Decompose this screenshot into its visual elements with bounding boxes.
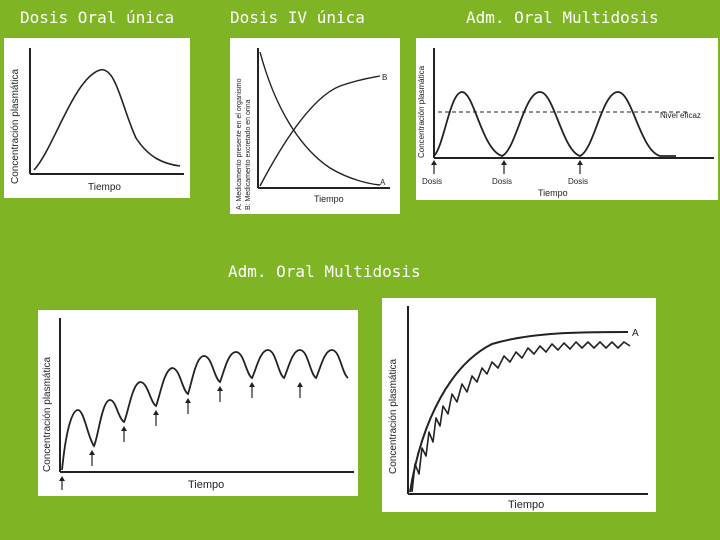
y-axis-label: Concentración plasmática — [417, 65, 426, 158]
dose-arrow-6-head — [217, 386, 223, 391]
title-single-iv-dose: Dosis IV única — [230, 8, 365, 27]
title-oral-multidose-middle: Adm. Oral Multidosis — [228, 262, 421, 281]
dose-arrow-7-head — [249, 382, 255, 387]
dose-label-2: Dosis — [492, 177, 512, 186]
dose-label-3: Dosis — [568, 177, 588, 186]
x-axis-label: Tiempo — [508, 499, 544, 511]
dose-arrow-8-head — [297, 382, 303, 387]
graph-multidose-plateau: A Concentración plasmática Tiempo — [388, 306, 648, 511]
curve-a-label: A — [632, 328, 639, 339]
dose-arrow-2-head — [501, 160, 507, 165]
effective-level-label: Nivel eficaz — [660, 111, 701, 120]
dose-arrow-3-head — [577, 160, 583, 165]
dose-arrow-3-head — [121, 426, 127, 431]
dose-arrow-5-head — [185, 398, 191, 403]
graph-oral-multidose-effective-level: Nivel eficaz Dosis Dosis Dosis Concentra… — [417, 48, 714, 198]
dose-arrow-4-head — [153, 410, 159, 415]
dose-label-1: Dosis — [422, 177, 442, 186]
panel-single-oral-dose: Concentración plasmática Tiempo — [4, 38, 190, 198]
concentration-curve — [33, 69, 181, 171]
dose-arrow-2-head — [89, 450, 95, 455]
concentration-curve — [433, 91, 676, 157]
graph-oral-multidose-accumulation: Concentración plasmática Tiempo — [42, 318, 354, 491]
y-axis-label: Concentración plasmática — [42, 357, 53, 472]
panel-oral-multidose-effective-level: Nivel eficaz Dosis Dosis Dosis Concentra… — [416, 38, 718, 200]
curve-b-label: B — [382, 73, 387, 82]
title-oral-multidose-top: Adm. Oral Multidosis — [466, 8, 659, 27]
curve-b-excreted — [259, 75, 381, 187]
panel-multidose-plateau: A Concentración plasmática Tiempo — [382, 298, 656, 512]
concentration-curve — [61, 349, 349, 471]
curve-a-label: A — [380, 178, 386, 187]
panel-oral-multidose-accumulation: Concentración plasmática Tiempo — [38, 310, 358, 496]
curve-oscillating-multidose — [411, 341, 631, 493]
panel-single-iv-dose: B A A: Medicamento presente en el organi… — [230, 38, 400, 214]
y-axis-label: Concentración plasmática — [388, 359, 399, 474]
x-axis-label: Tiempo — [314, 194, 344, 204]
curve-a-continuous — [409, 331, 629, 493]
graph-single-iv-dose: B A A: Medicamento presente en el organi… — [236, 48, 390, 210]
x-axis-label: Tiempo — [538, 188, 568, 198]
dose-arrow-1-head — [431, 160, 437, 165]
curve-a-in-body — [259, 51, 381, 186]
y-axis-label-a: A: Medicamento presente en el organismo — [236, 78, 243, 210]
title-single-oral-dose: Dosis Oral única — [20, 8, 175, 27]
x-axis-label: Tiempo — [188, 479, 224, 491]
x-axis-label: Tiempo — [88, 182, 121, 193]
graph-single-oral-dose: Concentración plasmática Tiempo — [10, 48, 184, 193]
y-axis-label: Concentración plasmática — [10, 69, 21, 184]
y-axis-label-b: B: Medicamento excretado en orina — [245, 99, 252, 210]
dose-arrow-1-head — [59, 476, 65, 481]
